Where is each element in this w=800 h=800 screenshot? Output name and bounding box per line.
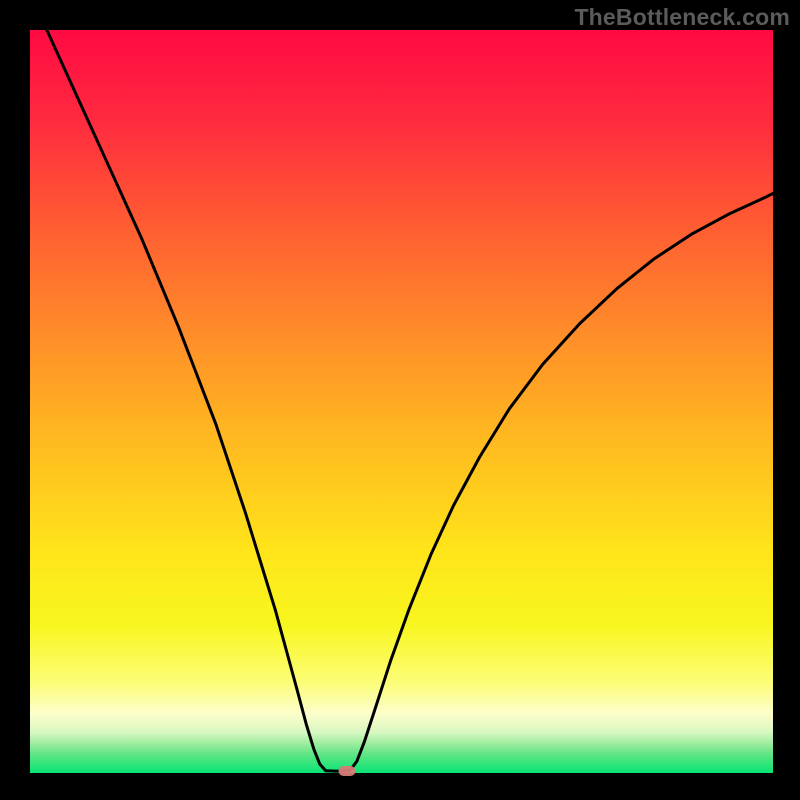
watermark-text: TheBottleneck.com bbox=[574, 4, 790, 31]
bottleneck-curve bbox=[30, 30, 773, 773]
curve-path bbox=[30, 30, 773, 771]
optimal-point-marker bbox=[339, 766, 356, 776]
chart-frame: TheBottleneck.com bbox=[0, 0, 800, 800]
plot-area bbox=[30, 30, 773, 773]
